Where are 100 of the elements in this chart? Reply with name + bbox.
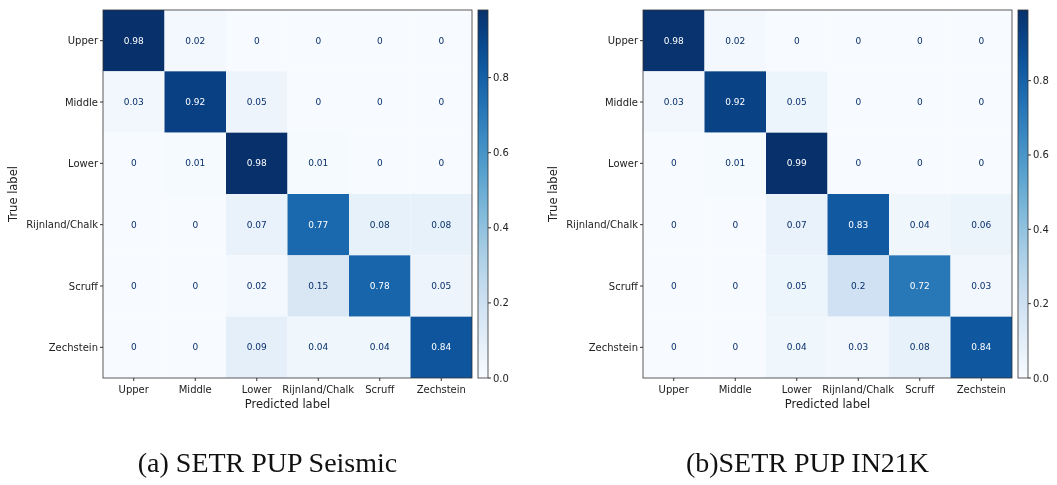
- x-tick-label: Lower: [781, 384, 813, 395]
- data-label: 0: [192, 281, 199, 292]
- data-label: 0.92: [725, 97, 746, 108]
- data-label: 0.03: [663, 97, 684, 108]
- data-label: 0: [916, 158, 923, 169]
- data-label: 0.06: [971, 219, 992, 230]
- data-label: 0.05: [786, 281, 807, 292]
- data-label: 0.05: [431, 281, 452, 292]
- data-label: 0: [978, 35, 985, 46]
- data-label: 0: [192, 219, 199, 230]
- data-label: 0.01: [725, 158, 746, 169]
- data-label: 0: [670, 342, 677, 353]
- x-tick-label: Scruff: [365, 384, 396, 395]
- data-label: 0: [855, 35, 862, 46]
- data-label: 0.04: [786, 342, 808, 353]
- data-label: 0.05: [246, 97, 267, 108]
- x-tick-label: Middle: [178, 384, 212, 395]
- data-label: 0: [793, 35, 800, 46]
- data-label: 0: [855, 97, 862, 108]
- color-bar-label: 0.8: [1033, 75, 1049, 87]
- data-label: 0.77: [308, 219, 329, 230]
- data-label: 0: [130, 342, 137, 353]
- data-label: 0: [376, 35, 383, 46]
- y-tick-label: Rijnland/Chalk: [26, 219, 99, 231]
- data-label: 0.02: [246, 281, 267, 292]
- data-label: 0: [855, 158, 862, 169]
- data-label: 0: [192, 342, 199, 353]
- y-tick-label: Upper: [607, 35, 639, 47]
- color-bar-label: 0.2: [1033, 298, 1049, 310]
- y-axis-title: True label: [546, 166, 560, 223]
- data-label: 0.72: [909, 281, 930, 292]
- y-axis-title: True label: [6, 166, 20, 223]
- data-label: 0: [438, 158, 445, 169]
- data-label: 0.04: [369, 342, 391, 353]
- x-tick-label: Upper: [658, 384, 690, 395]
- data-label: 0: [253, 35, 260, 46]
- y-tick-label: Zechstein: [48, 341, 98, 353]
- color-bar-label: 0.0: [1033, 372, 1049, 384]
- data-label: 0.01: [185, 158, 206, 169]
- data-label: 0: [978, 97, 985, 108]
- data-label: 0.99: [786, 158, 808, 169]
- data-label: 0: [315, 35, 322, 46]
- data-label: 0.98: [123, 35, 145, 46]
- data-label: 0.84: [431, 342, 452, 353]
- data-label: 0.07: [786, 219, 807, 230]
- color-bar-label: 0.0: [493, 372, 509, 384]
- data-label: 0.02: [185, 35, 206, 46]
- data-label: 0.05: [786, 97, 807, 108]
- data-label: 0: [732, 342, 739, 353]
- x-tick-label: Zechstein: [956, 384, 1006, 395]
- data-label: 0.08: [369, 219, 391, 230]
- data-label: 0.83: [848, 219, 869, 230]
- data-label: 0: [438, 97, 445, 108]
- data-label: 0.84: [971, 342, 992, 353]
- color-bar-label: 0.8: [493, 72, 509, 84]
- data-label: 0.78: [369, 281, 391, 292]
- y-tick-label: Middle: [64, 96, 98, 108]
- x-tick-label: Scruff: [905, 384, 936, 395]
- data-label: 0.03: [971, 281, 992, 292]
- x-tick-label: Middle: [718, 384, 752, 395]
- data-label: 0: [978, 158, 985, 169]
- y-tick-label: Lower: [68, 157, 99, 169]
- x-axis-title: Predicted label: [244, 397, 331, 411]
- data-label: 0.09: [246, 342, 268, 353]
- text: (b)SETR PUP IN21K: [685, 447, 930, 478]
- data-label: 0.04: [909, 219, 931, 230]
- y-tick-label: Scruff: [608, 280, 640, 292]
- data-label: 0: [732, 219, 739, 230]
- data-label: 0: [916, 35, 923, 46]
- data-label: 0.02: [725, 35, 746, 46]
- x-tick-label: Zechstein: [416, 384, 466, 395]
- data-label: 0.08: [431, 219, 452, 230]
- y-tick-label: Rijnland/Chalk: [566, 219, 639, 231]
- data-label: 0.07: [246, 219, 267, 230]
- data-label: 0: [130, 158, 137, 169]
- data-label: 0.98: [246, 158, 268, 169]
- data-label: 0.2: [851, 281, 866, 292]
- data-label: 0: [130, 281, 137, 292]
- data-label: 0.03: [123, 97, 144, 108]
- data-label: 0: [376, 97, 383, 108]
- color-bar-label: 0.2: [493, 297, 509, 309]
- x-tick-label: Rijnland/Chalk: [822, 384, 895, 395]
- y-tick-label: Scruff: [68, 280, 100, 292]
- data-label: 0: [916, 97, 923, 108]
- y-tick-label: Zechstein: [588, 341, 638, 353]
- data-label: 0: [315, 97, 322, 108]
- data-label: 0.03: [848, 342, 869, 353]
- text: (a) SETR PUP Seismic: [137, 447, 398, 478]
- data-label: 0: [130, 219, 137, 230]
- y-tick-label: Upper: [67, 35, 99, 47]
- data-label: 0: [438, 35, 445, 46]
- data-label: 0: [732, 281, 739, 292]
- data-label: 0.01: [308, 158, 329, 169]
- data-label: 0: [670, 281, 677, 292]
- data-label: 0.15: [308, 281, 329, 292]
- color-bar-label: 0.4: [493, 222, 509, 234]
- x-axis-title: Predicted label: [784, 397, 871, 411]
- color-bar-label: 0.6: [493, 147, 509, 159]
- data-label: 0.08: [909, 342, 931, 353]
- color-bar-label: 0.6: [1033, 149, 1049, 161]
